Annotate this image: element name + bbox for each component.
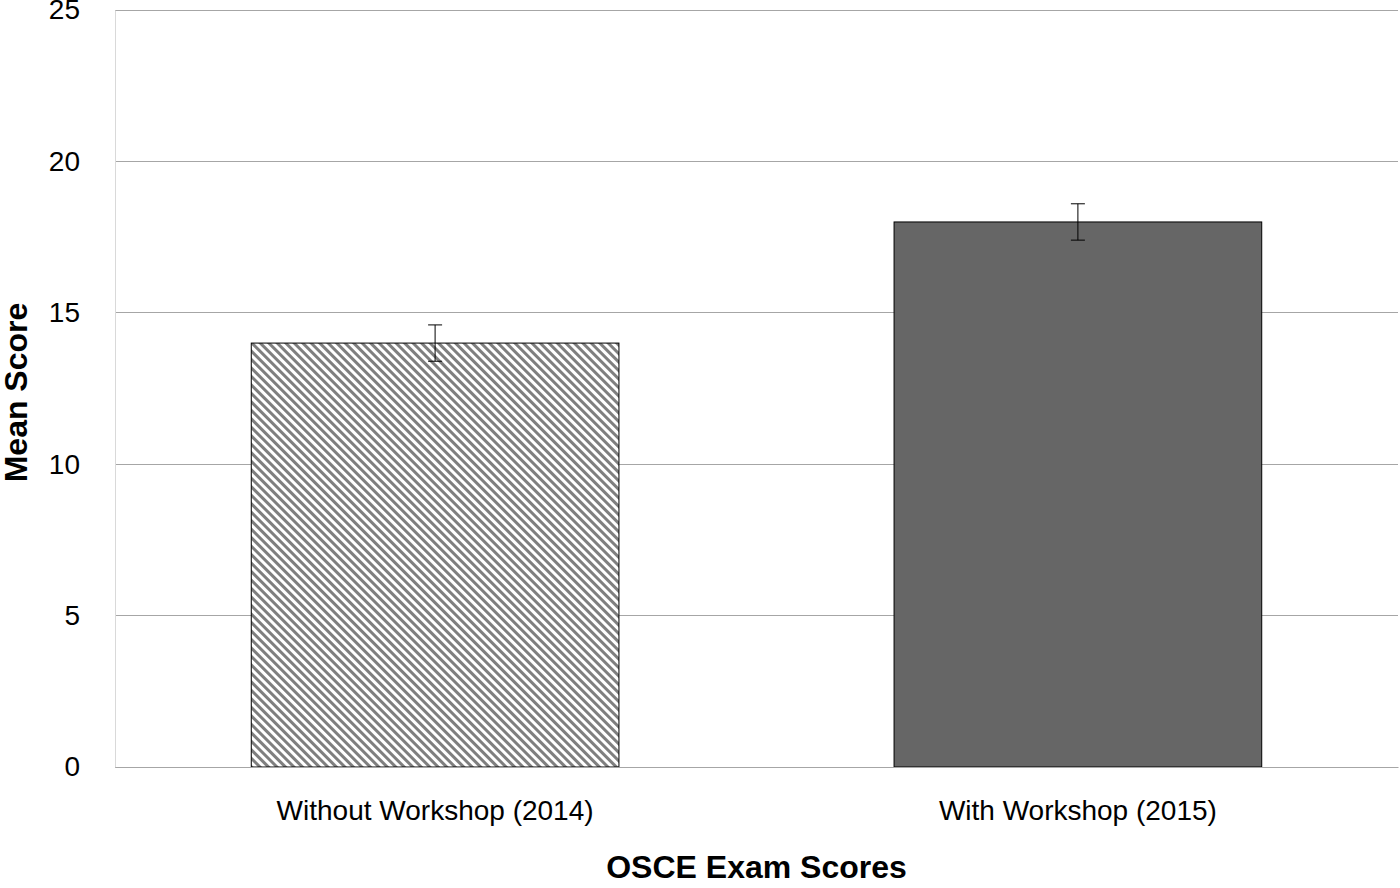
y-tick-label: 10 [49, 449, 80, 480]
y-tick: 15 [49, 297, 115, 328]
y-tick-label: 5 [64, 600, 80, 631]
y-axis-line [115, 11, 116, 768]
error-bar-cap [428, 324, 442, 325]
y-axis: 0 5 10 15 20 25 [49, 0, 116, 782]
x-tick: With Workshop (2015) [939, 767, 1217, 826]
x-axis-title: OSCE Exam Scores [606, 849, 907, 885]
error-bar-cap [1071, 240, 1085, 241]
chart: 0 5 10 15 20 25 Without Workshop (2014) With Wo… [0, 0, 1400, 888]
y-tick: 5 [64, 600, 115, 631]
y-tick: 20 [49, 146, 115, 177]
x-axis-line [116, 767, 1399, 768]
y-tick: 0 [64, 751, 115, 782]
x-tick-label: With Workshop (2015) [939, 795, 1217, 826]
grid [115, 10, 1398, 767]
error-bar-cap [428, 361, 442, 362]
x-tick-label: Without Workshop (2014) [277, 795, 594, 826]
bar [894, 222, 1262, 767]
grid-line [115, 161, 1398, 162]
error-bar [1071, 204, 1085, 240]
error-bar-stem [435, 325, 436, 361]
bar [251, 343, 619, 767]
y-tick-label: 15 [49, 297, 80, 328]
grid-line [115, 10, 1398, 11]
error-bar-cap [1071, 203, 1085, 204]
y-tick-label: 25 [49, 0, 80, 25]
plot-area [251, 204, 1261, 767]
x-axis: Without Workshop (2014) With Workshop (20… [116, 767, 1399, 826]
y-tick-label: 20 [49, 146, 80, 177]
x-tick: Without Workshop (2014) [277, 767, 594, 826]
error-bar [428, 325, 442, 361]
y-tick: 10 [49, 449, 115, 480]
y-tick-label: 0 [64, 751, 80, 782]
y-tick: 25 [49, 0, 115, 25]
y-axis-title: Mean Score [0, 303, 34, 483]
error-bar-stem [1077, 204, 1078, 240]
